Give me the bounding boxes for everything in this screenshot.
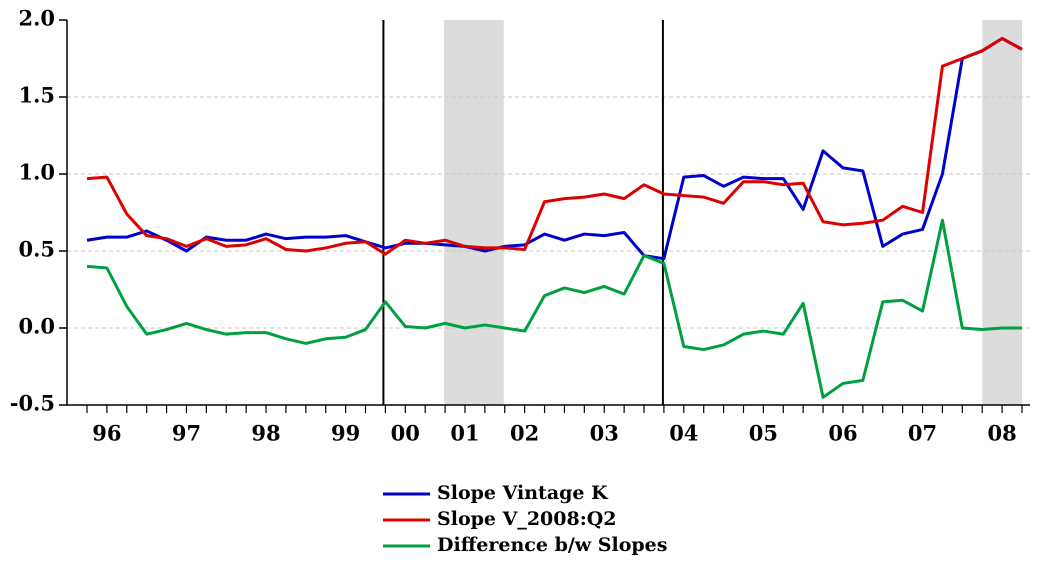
series-line bbox=[86, 218, 1022, 399]
x-tick-label: 06 bbox=[828, 421, 857, 446]
x-tick-label: 03 bbox=[590, 421, 619, 446]
x-tick-label: 98 bbox=[251, 421, 280, 446]
legend-label: Slope V_2008:Q2 bbox=[437, 508, 617, 530]
x-tick-label: 04 bbox=[669, 421, 698, 446]
legend-label: Difference b/w Slopes bbox=[437, 534, 667, 556]
y-tick-label: 1.0 bbox=[18, 160, 55, 185]
x-tick-label: 96 bbox=[92, 421, 121, 446]
series-line bbox=[86, 36, 1023, 261]
shaded-period bbox=[982, 20, 1022, 405]
y-tick-label: 0.0 bbox=[18, 314, 55, 339]
y-tick-label: 1.5 bbox=[18, 83, 55, 108]
x-tick-label: 05 bbox=[749, 421, 778, 446]
x-tick-label: 07 bbox=[908, 421, 937, 446]
x-tick-label: 01 bbox=[450, 421, 479, 446]
x-tick-label: 99 bbox=[331, 421, 360, 446]
x-tick-label: 08 bbox=[987, 421, 1016, 446]
series-line bbox=[86, 36, 1023, 256]
x-tick-label: 02 bbox=[510, 421, 539, 446]
shaded-period bbox=[444, 20, 504, 405]
legend-label: Slope Vintage K bbox=[437, 482, 609, 504]
y-tick-label: -0.5 bbox=[10, 391, 55, 416]
x-tick-label: 97 bbox=[172, 421, 201, 446]
y-tick-label: 0.5 bbox=[18, 237, 55, 262]
y-tick-label: 2.0 bbox=[18, 6, 55, 31]
x-tick-label: 00 bbox=[391, 421, 420, 446]
